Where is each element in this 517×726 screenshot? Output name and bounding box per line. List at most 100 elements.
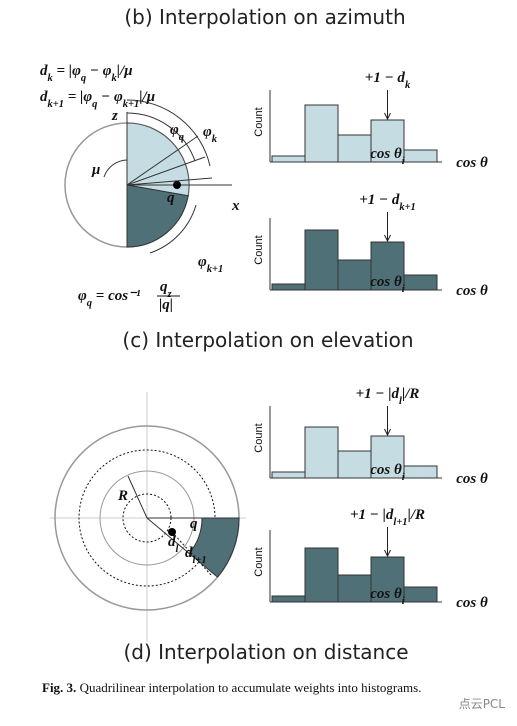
math-main: φ (78, 288, 87, 304)
bar (337, 574, 372, 603)
math-main: cos θ (370, 146, 402, 162)
math-text: φk (203, 124, 218, 145)
math-text: q (167, 190, 175, 206)
math-main: φ (203, 124, 212, 140)
phi-line (126, 177, 213, 186)
math-text: R (117, 488, 128, 504)
math-sub: l+1 (393, 517, 407, 528)
math-labels: dk = |φq − φk|/μdk+1 = |φq − φk+1|/μzxμφ… (40, 63, 240, 566)
math-sub: z (167, 289, 173, 300)
math-text: q (190, 516, 198, 532)
math-sub: l (176, 544, 179, 555)
math-text: dk = |φq − φk|/μ (40, 63, 133, 84)
arrow-head (384, 428, 391, 437)
math-main: x (231, 198, 240, 214)
math-main: +1 − d (359, 192, 400, 208)
bar (271, 283, 306, 291)
math-text: z (111, 108, 118, 124)
distance-diagram (50, 392, 246, 642)
math-text: φk+1 (198, 254, 223, 275)
sector-light (126, 122, 190, 197)
bar (271, 595, 306, 603)
math-main: cos θ (370, 586, 402, 602)
y-label: Count (253, 423, 265, 452)
bar (370, 435, 405, 479)
y-label: Count (253, 547, 265, 576)
sector-edge (146, 517, 190, 554)
math-main: |q| (159, 297, 173, 313)
caption: Fig. 3. Quadrilinear interpolation to ac… (42, 680, 421, 695)
point-q (173, 181, 181, 189)
math-sub: q (92, 99, 97, 110)
math-main: d (40, 63, 48, 79)
bar (337, 259, 372, 291)
math-main: +1 − d (365, 70, 406, 86)
arc (126, 99, 211, 167)
math-main: q (190, 516, 198, 532)
math-text: qz (160, 279, 173, 300)
math-main: +1 − |d (356, 386, 400, 402)
math-text: +1 − dk (365, 70, 411, 91)
panel-title: (d) Interpolation on distance (123, 640, 408, 664)
math-text: cos θi (370, 146, 405, 167)
math-main: q (167, 190, 175, 206)
math-main: R (117, 488, 128, 504)
point-q (168, 528, 176, 536)
math-main: cos θ (370, 274, 402, 290)
bar (403, 149, 438, 163)
panel-title: (c) Interpolation on elevation (122, 328, 413, 352)
bar (271, 155, 306, 163)
bar (370, 119, 405, 163)
math-text: cos θi (370, 274, 405, 295)
math-sub: k (405, 80, 411, 91)
phi-line (126, 156, 206, 186)
bar (403, 465, 438, 479)
math-main: d (185, 545, 193, 561)
math-text: cos θi (370, 462, 405, 483)
bar (370, 241, 405, 291)
math-sub: i (402, 156, 405, 167)
math-text: φq = cos⁻¹ (78, 288, 141, 309)
math-main: |/μ (117, 63, 133, 79)
x-label: cos θ (456, 155, 488, 171)
math-sub: l+1 (193, 555, 207, 566)
caption-label: Fig. 3. (42, 680, 76, 695)
math-text: φq (170, 122, 184, 143)
distance-line (171, 531, 212, 576)
math-main: d (168, 534, 176, 550)
arrow-head (384, 112, 391, 121)
math-sub: q (81, 73, 86, 84)
x-label: cos θ (456, 283, 488, 299)
math-sub: k+1 (399, 202, 415, 213)
math-main: − φ (86, 63, 112, 79)
bar (337, 134, 372, 163)
math-sub: k+1 (48, 99, 64, 110)
bar (304, 104, 339, 163)
math-main: μ (91, 162, 100, 178)
math-main: = |φ (64, 89, 92, 105)
math-main: +1 − |d (350, 507, 394, 523)
math-main: q (160, 279, 168, 295)
math-text: +1 − |dl|/R (356, 386, 420, 407)
caption-text: Quadrilinear interpolation to accumulate… (80, 680, 422, 695)
math-text: cos θi (370, 586, 405, 607)
bar (304, 229, 339, 291)
bar (403, 586, 438, 603)
panel-title: (b) Interpolation on azimuth (124, 5, 405, 29)
math-sub: k (48, 73, 54, 84)
bar (271, 471, 306, 479)
watermark: 点云PCL (459, 697, 506, 711)
math-text: x (231, 198, 240, 214)
math-sub: k (212, 134, 218, 145)
math-sub: q (87, 298, 92, 309)
bar (403, 274, 438, 291)
math-text: dl (168, 534, 179, 555)
math-sub: l (399, 396, 402, 407)
math-main: |/μ (139, 89, 155, 105)
math-main: = |φ (53, 63, 81, 79)
math-main: φ (198, 254, 207, 270)
math-main: z (111, 108, 118, 124)
bar (304, 547, 339, 603)
